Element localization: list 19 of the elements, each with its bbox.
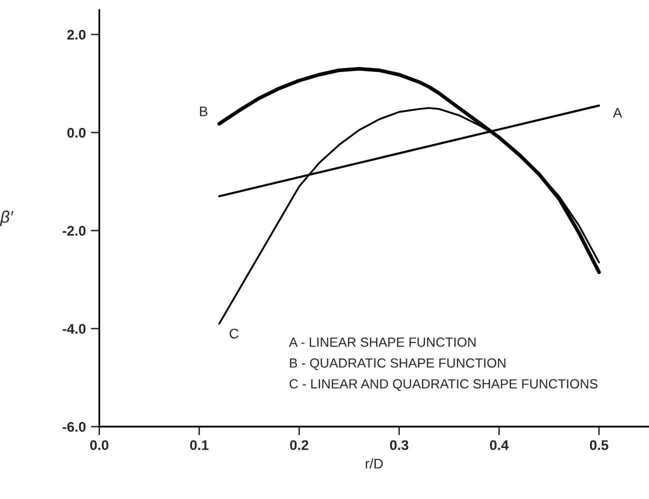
y-tick-label: -4.0 xyxy=(62,324,86,334)
x-tick-label: 0.3 xyxy=(390,440,408,450)
x-tick-label: 0.0 xyxy=(90,440,108,450)
annotation: C - LINEAR AND QUADRATIC SHAPE FUNCTIONS xyxy=(290,379,598,391)
x-tick-label: 0.1 xyxy=(190,440,209,450)
y-tick-label: -6.0 xyxy=(62,422,86,432)
x-tick-label: 0.4 xyxy=(490,440,509,450)
series-label: B xyxy=(200,106,208,116)
series-label: C xyxy=(230,328,238,339)
series-label: A xyxy=(612,108,622,118)
annotation: A - LINEAR SHAPE FUNCTION xyxy=(288,338,476,347)
y-axis-title: β′ xyxy=(0,210,14,226)
x-axis-title: r/D xyxy=(366,458,383,469)
annotation: B - QUADRATIC SHAPE FUNCTION xyxy=(290,358,506,370)
x-tick-label: 0.2 xyxy=(290,440,308,450)
x-tick-label: 0.5 xyxy=(590,440,608,450)
y-tick-label: 2.0 xyxy=(67,30,86,40)
y-tick-label: -2.0 xyxy=(62,226,86,236)
y-tick-label: 0.0 xyxy=(67,128,86,138)
